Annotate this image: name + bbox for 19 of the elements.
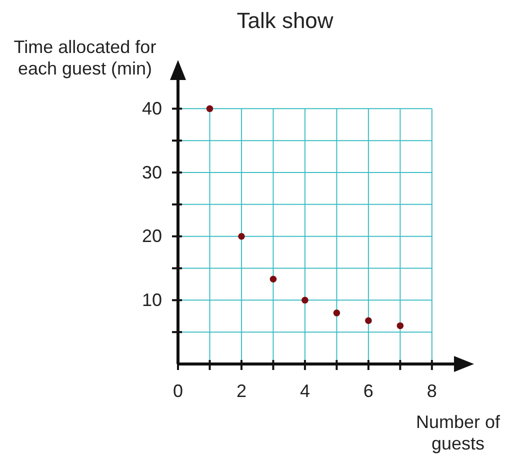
- chart-title: Talk show: [236, 8, 334, 33]
- point: [333, 310, 340, 316]
- y-axis-title: Time allocated for each guest (min): [14, 37, 156, 79]
- x-axis-title: Number of guests: [416, 412, 502, 454]
- point: [238, 232, 245, 240]
- point: [270, 276, 277, 282]
- x-tick-label: 8: [426, 380, 437, 401]
- point: [365, 317, 372, 324]
- x-tick-label: 2: [236, 380, 246, 401]
- y-tick-label: 20: [142, 226, 162, 246]
- point: [302, 296, 308, 304]
- y-tick-label: 40: [142, 98, 162, 118]
- y-tick-label: 30: [142, 162, 162, 182]
- point: [206, 105, 214, 112]
- y-tick-label: 10: [142, 290, 162, 310]
- point: [396, 322, 404, 330]
- x-tick-label: 0: [172, 380, 184, 401]
- x-tick-label: 4: [300, 380, 310, 401]
- x-tick-label: 6: [363, 380, 374, 401]
